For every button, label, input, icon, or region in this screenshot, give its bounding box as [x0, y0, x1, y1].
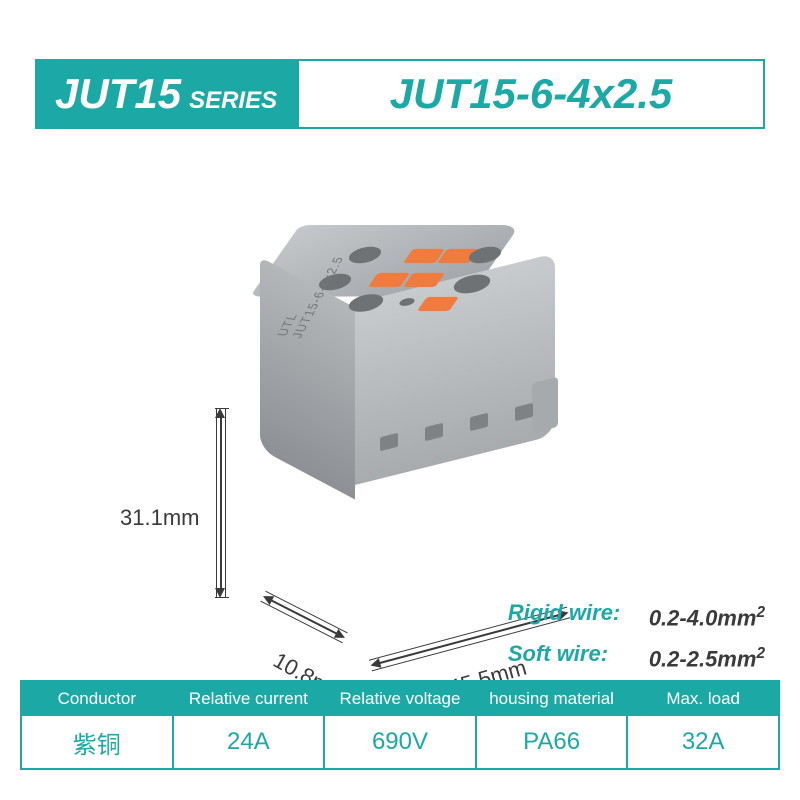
- spec-value: 32A: [628, 716, 778, 768]
- model-number: JUT15-6-4x2.5: [297, 59, 765, 129]
- wire-specs: Rigid wire: 0.2-4.0mm2 Soft wire: 0.2-2.…: [508, 595, 765, 678]
- spec-header: Relative current: [174, 682, 324, 716]
- spec-header: housing material: [477, 682, 627, 716]
- spec-header: Max. load: [628, 682, 778, 716]
- soft-wire-row: Soft wire: 0.2-2.5mm2: [508, 636, 765, 677]
- series-sub: SERIES: [189, 66, 277, 136]
- rigid-wire-label: Rigid wire:: [508, 595, 633, 636]
- spec-value: 690V: [325, 716, 475, 768]
- dim-depth-bar: [260, 591, 347, 643]
- spec-col-maxload: Max. load 32A: [628, 682, 778, 768]
- spec-value: 24A: [174, 716, 324, 768]
- dim-height: 31.1mm: [120, 505, 199, 531]
- spec-value: 紫铜: [22, 716, 172, 768]
- product-isometric: UTL JUT15-6-4x2.5: [260, 225, 550, 475]
- rail-notch: [532, 377, 558, 433]
- product-figure: UTL JUT15-6-4x2.5 31.1mm 10.8mm 45.5mm: [0, 165, 800, 595]
- spec-col-voltage: Relative voltage 690V: [325, 682, 477, 768]
- soft-wire-value: 0.2-2.5mm2: [649, 636, 765, 677]
- spec-header: Relative voltage: [325, 682, 475, 716]
- series-main: JUT15: [55, 59, 181, 129]
- spec-col-material: housing material PA66: [477, 682, 629, 768]
- header: JUT15 SERIES JUT15-6-4x2.5: [35, 59, 765, 129]
- spec-col-conductor: Conductor 紫铜: [22, 682, 174, 768]
- spec-header: Conductor: [22, 682, 172, 716]
- rigid-wire-value: 0.2-4.0mm2: [649, 595, 765, 636]
- dim-height-bar: [216, 408, 226, 598]
- rigid-wire-row: Rigid wire: 0.2-4.0mm2: [508, 595, 765, 636]
- spec-value: PA66: [477, 716, 627, 768]
- spec-table: Conductor 紫铜 Relative current 24A Relati…: [20, 680, 780, 770]
- soft-wire-label: Soft wire:: [508, 636, 633, 677]
- spec-col-current: Relative current 24A: [174, 682, 326, 768]
- series-badge: JUT15 SERIES: [35, 59, 297, 129]
